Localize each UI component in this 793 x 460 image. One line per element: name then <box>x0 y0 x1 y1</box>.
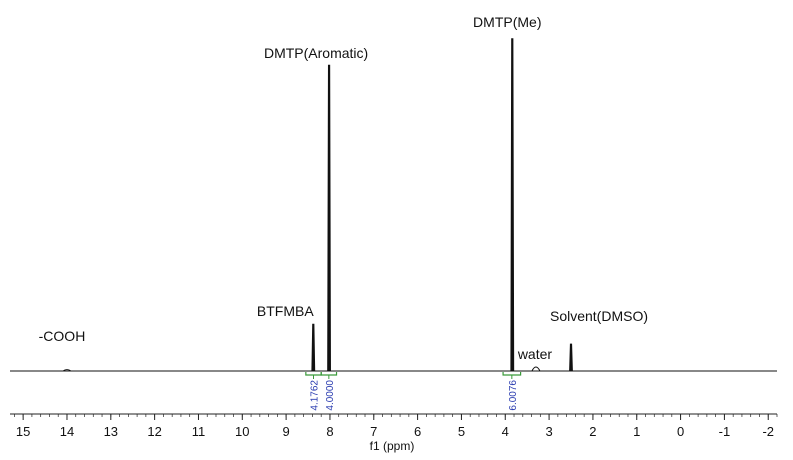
integral-bracket-0 <box>305 372 322 376</box>
peak-labels: -COOH BTFMBA DMTP(Aromatic) DMTP(Me) water So… <box>39 14 648 362</box>
integral-value-2: 6.0076 <box>508 380 519 411</box>
peak-5 <box>569 343 573 372</box>
x-axis: 15 14 13 12 11 10 9 8 7 6 5 4 3 2 1 0 -1 -2 <box>10 413 778 439</box>
x-tick-label: 14 <box>60 424 74 439</box>
peak-label-5: Solvent(DMSO) <box>550 308 648 324</box>
integral-bracket-2 <box>502 372 522 376</box>
integral-bracket-1 <box>320 372 338 376</box>
integral-value-1: 4.0000 <box>325 380 336 411</box>
peak-0 <box>62 369 72 372</box>
peak-label-3: DMTP(Me) <box>473 14 541 30</box>
peak-3 <box>510 38 515 372</box>
x-axis-title: f1 (ppm) <box>370 439 415 453</box>
peak-label-0: -COOH <box>39 328 86 344</box>
x-tick-label: -2 <box>762 424 774 439</box>
integral-value-0: 4.1762 <box>310 380 321 411</box>
peak-1 <box>311 323 316 372</box>
x-tick-label: -1 <box>719 424 731 439</box>
x-tick-label: 4 <box>502 424 509 439</box>
x-tick-label: 12 <box>147 424 161 439</box>
x-tick-label: 15 <box>16 424 30 439</box>
x-tick-label: 9 <box>283 424 290 439</box>
x-tick-label: 2 <box>589 424 596 439</box>
peak-4 <box>531 366 541 372</box>
peak-label-1: BTFMBA <box>257 303 314 319</box>
x-tick-label: 8 <box>326 424 333 439</box>
x-tick-label: 11 <box>192 424 206 439</box>
x-tick-label: 6 <box>414 424 421 439</box>
spectrum-layer <box>10 38 777 372</box>
x-tick-label: 10 <box>235 424 249 439</box>
x-tick-label: 13 <box>104 424 118 439</box>
x-tick-label: 0 <box>677 424 684 439</box>
integrals-layer: 4.1762 4.0000 6.0076 <box>305 372 522 411</box>
peak-label-2: DMTP(Aromatic) <box>264 45 368 61</box>
x-tick-label: 3 <box>545 424 552 439</box>
peak-label-4: water <box>517 346 553 362</box>
x-tick-label: 7 <box>370 424 377 439</box>
x-tick-label: 1 <box>633 424 640 439</box>
peak-2 <box>327 64 331 372</box>
x-tick-label: 5 <box>458 424 465 439</box>
